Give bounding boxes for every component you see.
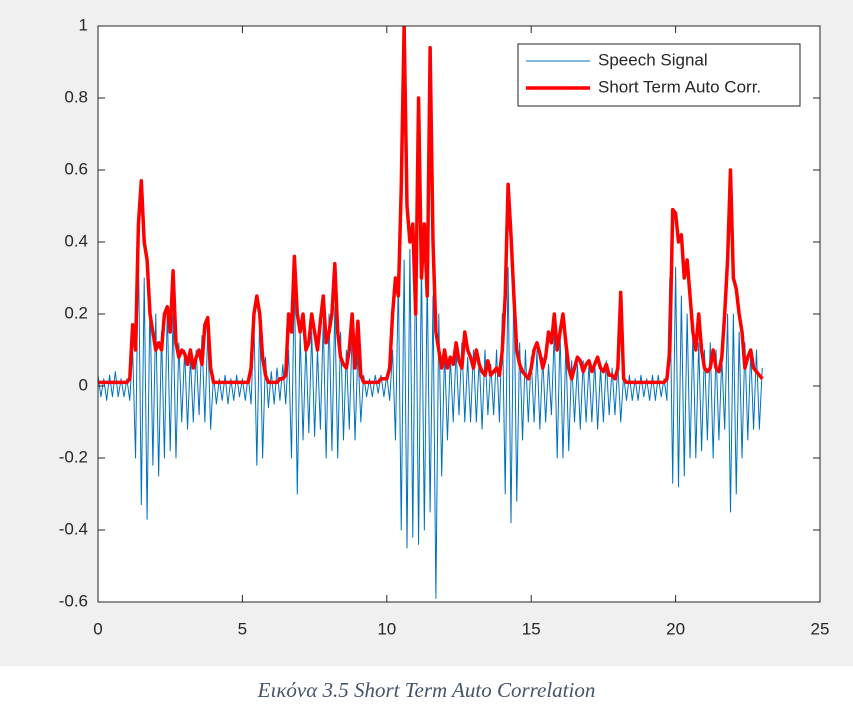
legend-box xyxy=(517,43,801,107)
y-tick-label: 0 xyxy=(79,375,88,394)
x-tick-label: 20 xyxy=(666,619,685,638)
plot-area xyxy=(98,26,820,602)
legend-label: Speech Signal xyxy=(598,50,708,69)
x-tick-label: 0 xyxy=(93,619,102,638)
y-tick-label: 0.2 xyxy=(64,303,88,322)
y-tick-label: 1 xyxy=(79,15,88,34)
y-tick-label: 0.8 xyxy=(64,87,88,106)
y-tick-label: -0.4 xyxy=(59,519,88,538)
caption: Εικόνα 3.5 Short Term Auto Correlation xyxy=(257,678,596,702)
series-line xyxy=(98,26,764,385)
y-tick-label: 0.4 xyxy=(64,231,88,250)
legend-label: Short Term Auto Corr. xyxy=(598,77,761,96)
y-tick-label: -0.2 xyxy=(59,447,88,466)
chart: 0 5 10 15 20 25 -0.6 -0.4 -0.2 0 0.2 0.4 0.6 0.8 1 Spee… xyxy=(0,0,853,666)
x-tick-label: 5 xyxy=(238,619,247,638)
x-tick-label: 10 xyxy=(377,619,396,638)
y-tick-label: -0.6 xyxy=(59,591,88,610)
x-tick-label: 15 xyxy=(522,619,541,638)
x-tick-label: 25 xyxy=(811,619,830,638)
y-tick-label: 0.6 xyxy=(64,159,88,178)
